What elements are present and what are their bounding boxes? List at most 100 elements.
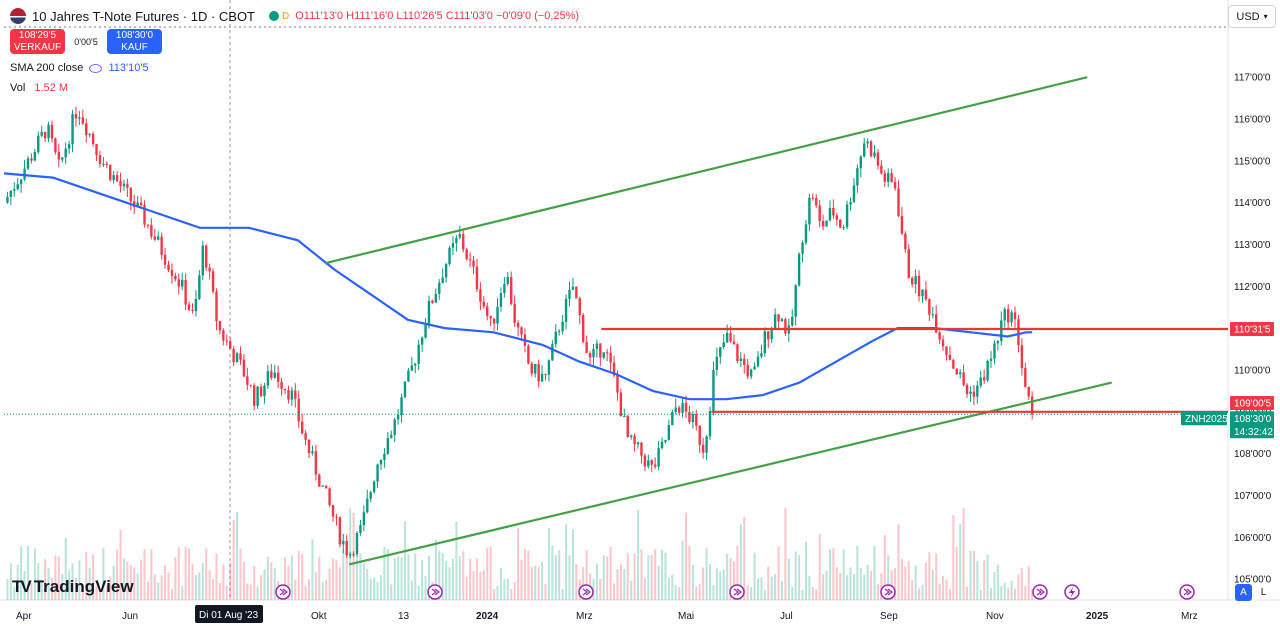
candle-body: [283, 388, 287, 391]
volume-bar: [616, 569, 619, 600]
candle-body: [297, 398, 300, 422]
sma-legend[interactable]: SMA 200 close 113'10'5: [10, 62, 149, 74]
candle-body: [43, 131, 47, 139]
currency-selector[interactable]: USD ▾: [1228, 5, 1276, 28]
y-axis-tick-label: 114'00'0: [1234, 198, 1271, 209]
sell-button[interactable]: 108'29'5 VERKAUF: [10, 29, 65, 54]
candle-body: [249, 384, 252, 386]
volume-bar: [787, 558, 790, 600]
auto-scale-button[interactable]: A: [1235, 584, 1252, 601]
volume-bar: [479, 571, 482, 600]
candle-body: [287, 390, 290, 400]
candle-body: [732, 341, 736, 345]
volume-bar: [290, 555, 293, 600]
volume-bar: [815, 589, 818, 600]
candle-body: [16, 184, 19, 190]
status-dots: D: [269, 10, 290, 22]
volume-bar: [657, 565, 660, 600]
candle-body: [558, 331, 561, 333]
volume-bar: [390, 584, 393, 600]
volume-bar: [469, 558, 472, 600]
volume-bar: [643, 578, 646, 600]
candle-body: [479, 289, 482, 302]
data-delay-badge[interactable]: D: [282, 10, 290, 22]
candle-body: [85, 123, 88, 136]
volume-bar: [458, 556, 461, 600]
trendline: [324, 76, 1088, 265]
candle-body: [252, 385, 256, 406]
volume-bar: [212, 579, 215, 600]
candle-body: [119, 181, 122, 187]
volume-bar: [876, 584, 879, 600]
candle-body: [592, 348, 595, 358]
candle-body: [170, 270, 174, 276]
candle-body: [122, 183, 126, 187]
volume-bar: [482, 569, 485, 600]
volume-bar: [828, 549, 831, 600]
candle-body: [852, 185, 856, 202]
log-scale-button[interactable]: L: [1260, 587, 1267, 598]
candle-body: [544, 373, 547, 375]
candle-body: [174, 275, 177, 280]
volume-bar: [126, 561, 129, 600]
volume-bar: [386, 549, 389, 600]
candle-body: [211, 271, 215, 292]
candle-body: [547, 360, 551, 375]
volume-bar: [150, 549, 153, 600]
x-axis-tick-label: 2025: [1086, 611, 1109, 622]
candle-body: [677, 407, 681, 413]
candle-body: [126, 183, 129, 188]
volume-bar: [499, 568, 502, 600]
visibility-icon[interactable]: [89, 63, 103, 73]
event-marker-icon: [880, 584, 896, 600]
candle-body: [492, 318, 496, 324]
volume-bar: [558, 550, 561, 600]
volume-bar: [640, 549, 643, 600]
volume-bar: [904, 566, 907, 600]
volume-bar: [660, 549, 664, 600]
volume-bar: [791, 586, 794, 600]
candle-body: [537, 363, 540, 382]
symbol-price-label-bg: [1181, 411, 1227, 426]
volume-bar: [702, 567, 705, 600]
volume-bar: [57, 556, 60, 600]
candle-body: [996, 341, 1000, 344]
volume-bar: [633, 553, 636, 600]
volume-bar: [174, 557, 177, 600]
volume-bar: [78, 560, 81, 600]
candle-body: [513, 304, 516, 323]
candle-body: [369, 492, 372, 499]
candle-body: [228, 341, 232, 349]
candle-body: [50, 124, 54, 139]
event-marker-icon: [729, 584, 745, 600]
tradingview-logo[interactable]: TV TradingView: [12, 577, 134, 597]
volume-bar: [304, 585, 307, 600]
volume-bar: [770, 576, 773, 600]
volume-bar: [98, 589, 101, 600]
volume-bar: [81, 588, 84, 600]
candle-body: [276, 372, 280, 382]
volume-legend[interactable]: Vol 1.52 M: [10, 82, 68, 94]
buy-button[interactable]: 108'30'0 KAUF: [107, 29, 162, 54]
volume-bar: [30, 583, 33, 600]
candle-body: [636, 442, 640, 445]
candle-body: [1027, 386, 1030, 397]
x-axis-tick-label: Mrz: [576, 611, 593, 622]
candle-body: [81, 117, 85, 124]
symbol-title[interactable]: 10 Jahres T-Note Futures · 1D · CBOT: [32, 8, 255, 24]
ohlc-open: O111'13'0: [295, 10, 344, 22]
candle-body: [6, 196, 9, 203]
candle-body: [441, 277, 444, 283]
candle-body: [516, 322, 520, 328]
volume-bar: [945, 579, 948, 600]
volume-bar: [451, 558, 454, 600]
volume-bar: [750, 587, 753, 600]
candle-body: [712, 369, 715, 412]
volume-bar: [835, 567, 838, 600]
candle-body: [218, 321, 222, 331]
candle-body: [109, 164, 112, 181]
candle-body: [434, 293, 438, 303]
volume-bar: [510, 588, 513, 600]
volume-bar: [266, 556, 269, 600]
